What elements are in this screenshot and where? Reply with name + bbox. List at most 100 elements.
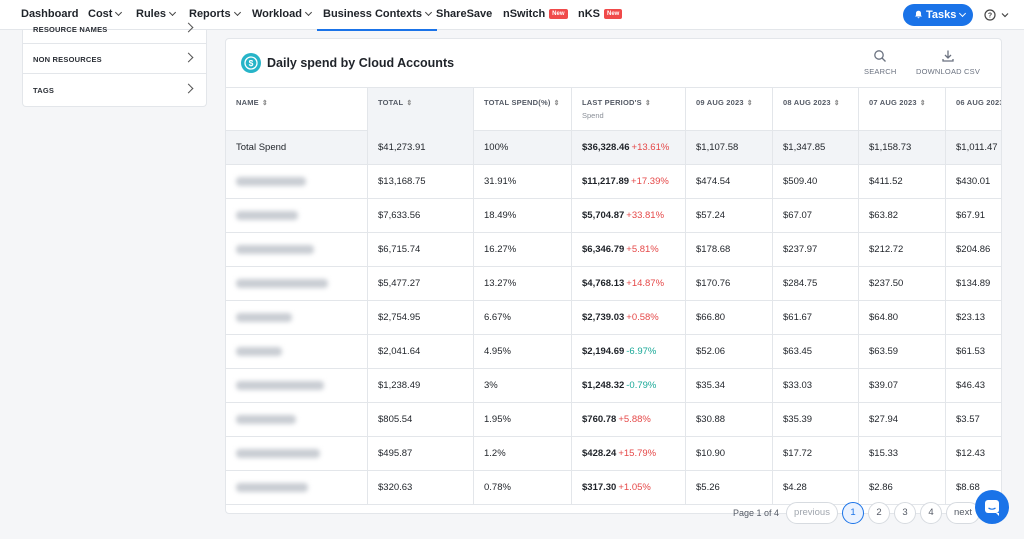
d4-cell: $23.13: [946, 301, 1001, 335]
filter-non-resources[interactable]: NON RESOURCES: [23, 44, 206, 74]
d3-cell: $2.86: [859, 471, 946, 505]
chat-launcher-button[interactable]: [975, 490, 1009, 524]
table-row[interactable]: $6,715.74 16.27% $6,346.79 +5.81% $178.68 $23…: [226, 233, 1001, 267]
nav-rules-label: Rules: [136, 8, 166, 20]
sort-icon: ⇕: [644, 100, 651, 107]
nav-workload[interactable]: Workload: [252, 0, 312, 30]
page-4-button[interactable]: 4: [920, 502, 942, 524]
redacted-account-name: [236, 414, 296, 424]
table-row[interactable]: $7,633.56 18.49% $5,704.87 +33.81% $57.24 $67…: [226, 199, 1001, 233]
d4-cell: $61.53: [946, 335, 1001, 369]
header-date-2[interactable]: 08 AUG 2023 ⇕: [773, 88, 859, 131]
last-period-value: $6,346.79: [582, 244, 625, 255]
last-period-cell: $4,768.13 +14.87%: [572, 267, 686, 301]
filter-resource-names[interactable]: RESOURCE NAMES: [23, 14, 206, 44]
tasks-button[interactable]: Tasks: [903, 4, 973, 26]
nav-rules[interactable]: Rules: [136, 0, 177, 30]
redacted-account-name: [236, 346, 282, 356]
account-name-cell: [226, 301, 368, 335]
filter-label: NON RESOURCES: [33, 55, 102, 64]
page-2-button[interactable]: 2: [868, 502, 890, 524]
table-row[interactable]: $1,238.49 3% $1,248.32 -0.79% $35.34 $33.03 $3…: [226, 369, 1001, 403]
change-value: +1.05%: [618, 482, 651, 493]
total-row-date-2: $1,347.85: [773, 131, 859, 165]
d1-cell: $30.88: [686, 403, 773, 437]
nav-sharesave[interactable]: ShareSave: [436, 0, 492, 30]
total-row-date-1: $1,107.58: [686, 131, 773, 165]
d2-cell: $63.45: [773, 335, 859, 369]
total-cell: $495.87: [368, 437, 474, 471]
header-label: 08 AUG 2023: [783, 98, 831, 107]
previous-page-button[interactable]: previous: [786, 502, 838, 524]
table-row[interactable]: $320.63 0.78% $317.30 +1.05% $5.26 $4.28 $2.86…: [226, 471, 1001, 505]
page-3-button[interactable]: 3: [894, 502, 916, 524]
table-row[interactable]: $495.87 1.2% $428.24 +15.79% $10.90 $17.72 $15…: [226, 437, 1001, 471]
total-cell: $320.63: [368, 471, 474, 505]
search-label: SEARCH: [864, 67, 897, 76]
header-label: TOTAL: [378, 98, 404, 107]
header-name[interactable]: NAME ⇕: [226, 88, 368, 131]
total-cell: $805.54: [368, 403, 474, 437]
last-period-value: $4,768.13: [582, 278, 625, 289]
header-total-spend-pct[interactable]: TOTAL SPEND(%) ⇕: [474, 88, 572, 131]
d3-cell: $39.07: [859, 369, 946, 403]
d3-cell: $27.94: [859, 403, 946, 437]
header-date-1[interactable]: 09 AUG 2023 ⇕: [686, 88, 773, 131]
header-label: 06 AUG 2023: [956, 98, 1002, 107]
help-menu[interactable]: ?: [984, 8, 1012, 22]
new-badge: New: [549, 9, 568, 19]
nav-dashboard[interactable]: Dashboard: [21, 0, 78, 30]
d2-cell: $284.75: [773, 267, 859, 301]
table-row[interactable]: $2,041.64 4.95% $2,194.69 -6.97% $52.06 $63.4…: [226, 335, 1001, 369]
nav-reports[interactable]: Reports: [189, 0, 241, 30]
d1-cell: $170.76: [686, 267, 773, 301]
last-period-cell: $2,739.03 +0.58%: [572, 301, 686, 335]
last-period-value: $317.30: [582, 482, 617, 493]
last-period-cell: $428.24 +15.79%: [572, 437, 686, 471]
nav-cost[interactable]: Cost: [88, 0, 123, 30]
filter-label: RESOURCE NAMES: [33, 25, 108, 34]
search-button[interactable]: SEARCH: [864, 49, 896, 76]
table-row[interactable]: $805.54 1.95% $760.78 +5.88% $30.88 $35.39 $27…: [226, 403, 1001, 437]
header-date-3[interactable]: 07 AUG 2023 ⇕: [859, 88, 946, 131]
nav-nks[interactable]: nKS New: [578, 0, 623, 30]
header-last-period[interactable]: LAST PERIOD'S ⇕ Spend: [572, 88, 686, 131]
d1-cell: $66.80: [686, 301, 773, 335]
sort-icon: ⇕: [833, 100, 840, 107]
svg-text:?: ?: [988, 13, 992, 20]
page-1-button[interactable]: 1: [842, 502, 864, 524]
download-csv-button[interactable]: DOWNLOAD CSV: [916, 49, 980, 76]
nav-nswitch[interactable]: nSwitch New: [503, 0, 568, 30]
header-date-4[interactable]: 06 AUG 2023⇕: [946, 88, 1002, 131]
nav-nks-label: nKS: [578, 8, 600, 20]
table-row[interactable]: $13,168.75 31.91% $11,217.89 +17.39% $474.54…: [226, 165, 1001, 199]
pct-cell: 13.27%: [474, 267, 572, 301]
spend-table: NAME ⇕ TOTAL ⇕ TOTAL SPEND(%) ⇕ LAST PERIOD…: [226, 87, 1002, 507]
total-cell: $2,754.95: [368, 301, 474, 335]
header-label: LAST PERIOD'S: [582, 98, 642, 107]
redacted-account-name: [236, 482, 308, 492]
account-name-cell: [226, 369, 368, 403]
change-value: -0.79%: [626, 380, 657, 391]
last-period-cell: $317.30 +1.05%: [572, 471, 686, 505]
last-period-cell: $760.78 +5.88%: [572, 403, 686, 437]
d1-cell: $52.06: [686, 335, 773, 369]
filter-tags[interactable]: TAGS: [23, 75, 206, 105]
next-page-button[interactable]: next: [946, 502, 980, 524]
last-period-value: $11,217.89: [582, 176, 630, 187]
pct-cell: 31.91%: [474, 165, 572, 199]
sort-icon: ⇕: [746, 100, 753, 107]
header-total[interactable]: TOTAL ⇕: [368, 88, 474, 131]
table-row[interactable]: $5,477.27 13.27% $4,768.13 +14.87% $170.76 $2…: [226, 267, 1001, 301]
change-value: +33.81%: [626, 210, 665, 221]
table-row[interactable]: $2,754.95 6.67% $2,739.03 +0.58% $66.80 $61.6…: [226, 301, 1001, 335]
d4-cell: $3.57: [946, 403, 1001, 437]
table-header: NAME ⇕ TOTAL ⇕ TOTAL SPEND(%) ⇕ LAST PERIOD…: [226, 87, 1002, 131]
nav-business-contexts[interactable]: Business Contexts: [316, 0, 438, 31]
total-cell: $6,715.74: [368, 233, 474, 267]
total-spend-row: Total Spend $41,273.91 100% $36,328.46 +1…: [226, 131, 1001, 165]
d1-cell: $5.26: [686, 471, 773, 505]
last-period-value: $36,328.46: [582, 142, 630, 153]
sort-icon: ⇕: [553, 100, 560, 107]
pct-cell: 18.49%: [474, 199, 572, 233]
